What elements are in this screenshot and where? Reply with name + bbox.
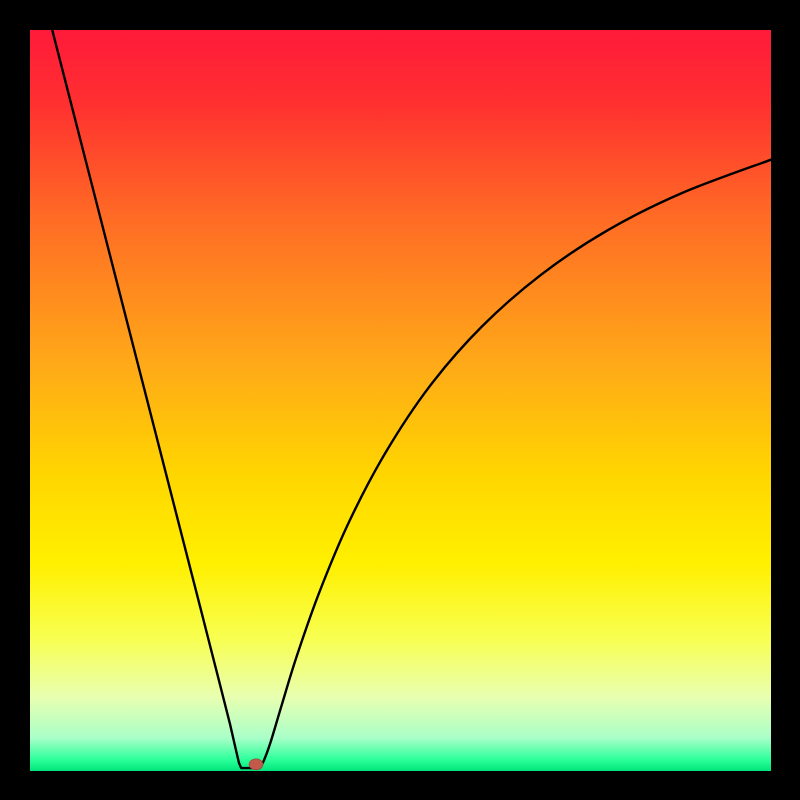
optimal-point-marker [249,759,263,770]
plot-background [30,30,771,771]
bottleneck-chart [0,0,800,800]
